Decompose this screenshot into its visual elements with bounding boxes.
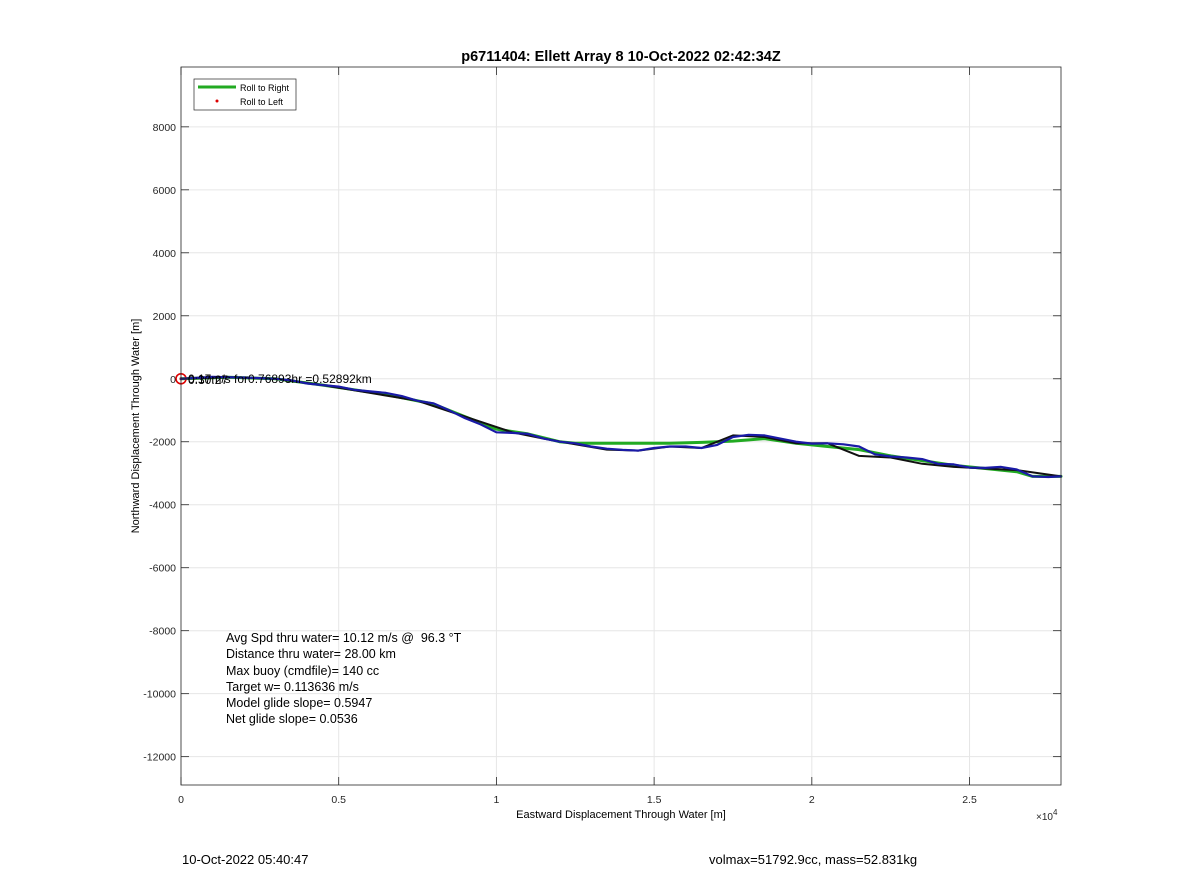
x-tick-label: 2.5 xyxy=(962,794,977,806)
y-tick-label: -6000 xyxy=(149,563,176,575)
start-label-overlap: 0:30:27 xyxy=(188,373,228,387)
stat-max-buoy: Max buoy (cmdfile)= 140 cc xyxy=(226,663,380,678)
y-axis-label: Northward Displacement Through Water [m] xyxy=(130,319,142,534)
start-label: 0.17m/s for0.76893hr =0.52892km xyxy=(188,372,372,386)
stat-distance: Distance thru water= 28.00 km xyxy=(226,647,396,662)
stat-net-glide-slope: Net glide slope= 0.0536 xyxy=(226,712,358,727)
ticks: 0 0.5 1 1.5 2 2.5 8000 6000 4000 2000 0 -2000 -4000 -… xyxy=(143,67,1061,806)
y-tick-label: -4000 xyxy=(149,500,176,512)
y-tick-label: -2000 xyxy=(149,437,176,449)
y-tick-label: 8000 xyxy=(153,122,177,134)
legend-label-roll-right: Roll to Right xyxy=(240,83,290,93)
legend: Roll to Right Roll to Left xyxy=(193,78,297,111)
stat-model-glide-slope: Model glide slope= 0.5947 xyxy=(226,696,373,711)
stats-block: Avg Spd thru water= 10.12 m/s @ 96.3 °T … xyxy=(226,630,461,728)
stat-avg-speed: Avg Spd thru water= 10.12 m/s @ 96.3 °T xyxy=(226,631,462,645)
footer-volmax-mass: volmax=51792.9cc, mass=52.831kg xyxy=(709,852,918,867)
x-exponent-label: ×104 xyxy=(1036,808,1058,823)
chart-title: p6711404: Ellett Array 8 10-Oct-2022 02:… xyxy=(461,49,781,65)
x-axis-label: Eastward Displacement Through Water [m] xyxy=(516,809,726,821)
x-tick-label: 1.5 xyxy=(647,794,662,806)
x-tick-label: 0.5 xyxy=(331,794,346,806)
stat-target-w: Target w= 0.113636 m/s xyxy=(226,679,359,694)
legend-label-roll-left: Roll to Left xyxy=(240,97,284,107)
x-tick-label: 1 xyxy=(493,794,499,806)
footer-timestamp: 10-Oct-2022 05:40:47 xyxy=(182,852,309,867)
series-line-3 xyxy=(179,375,1063,479)
grid xyxy=(180,67,1061,785)
x-tick-label: 2 xyxy=(809,794,815,806)
y-tick-label: 4000 xyxy=(153,248,177,260)
legend-box xyxy=(193,78,297,111)
series-layer xyxy=(175,372,1063,479)
y-tick-label: -12000 xyxy=(143,752,176,764)
plot-background xyxy=(181,67,1061,785)
y-tick-label: -10000 xyxy=(143,689,176,701)
x-tick-label: 0 xyxy=(178,794,184,806)
plot-frame xyxy=(180,66,1062,786)
y-tick-label: 2000 xyxy=(153,311,177,323)
y-tick-label: 6000 xyxy=(153,185,177,197)
y-tick-label: -8000 xyxy=(149,626,176,638)
legend-swatch-roll-left xyxy=(215,99,219,103)
x-exponent-power: 4 xyxy=(1053,808,1058,817)
y-tick-label: 0 xyxy=(170,374,176,386)
